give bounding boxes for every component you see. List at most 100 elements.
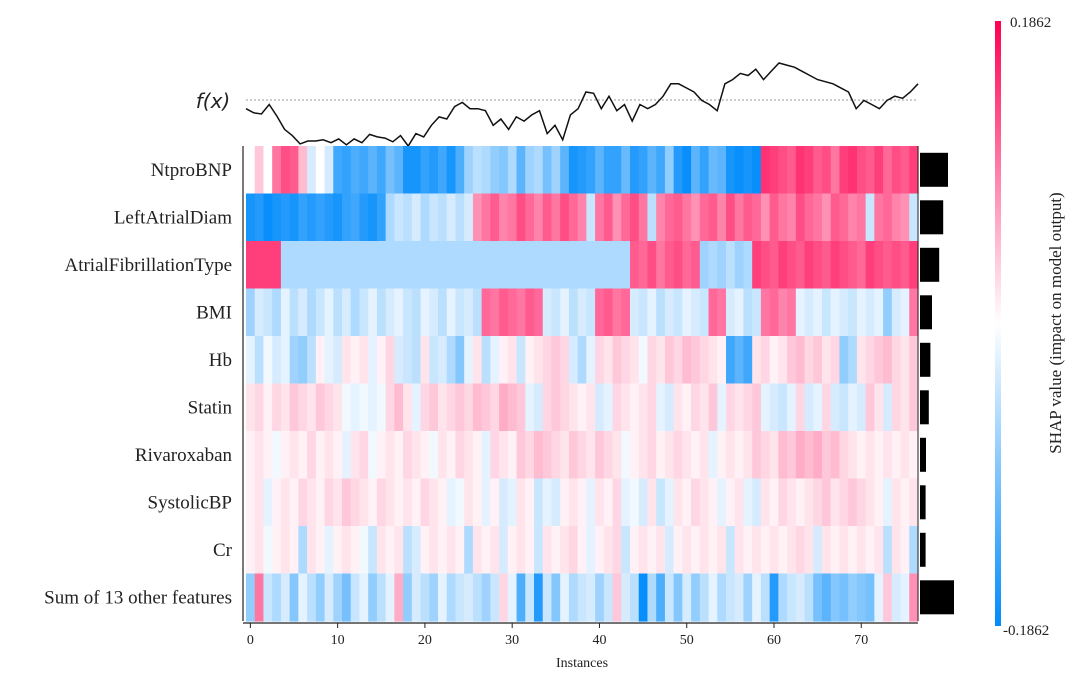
heatmap-cell	[909, 336, 919, 385]
heatmap-cell	[307, 478, 317, 527]
heatmap-cell	[246, 431, 256, 480]
heatmap-cell	[647, 288, 657, 337]
heatmap-cell	[542, 431, 553, 480]
heatmap-cell	[280, 573, 291, 622]
heatmap-cell	[900, 478, 910, 527]
heatmap-cell	[560, 146, 570, 195]
heatmap-cell	[909, 526, 919, 575]
heatmap-cell	[691, 241, 701, 290]
heatmap-cell	[490, 336, 500, 385]
heatmap-cell	[795, 383, 806, 432]
heatmap-cell	[534, 383, 544, 432]
heatmap-cell	[368, 431, 378, 480]
heatmap-cell	[254, 288, 265, 337]
heatmap-cell	[760, 431, 771, 480]
heatmap-cell	[621, 478, 631, 527]
heatmap-cell	[708, 241, 718, 290]
heatmap-cell	[568, 241, 579, 290]
heatmap-cell	[464, 193, 474, 242]
heatmap-cell	[874, 383, 884, 432]
heatmap-cell	[734, 383, 745, 432]
heatmap-cell	[307, 336, 317, 385]
heatmap-cell	[324, 336, 334, 385]
heatmap-cell	[743, 146, 753, 195]
heatmap-cell	[708, 193, 718, 242]
heatmap-cell	[839, 336, 849, 385]
heatmap-cell	[856, 526, 867, 575]
importance-bar	[920, 152, 948, 187]
heatmap-cell	[909, 573, 919, 622]
heatmap-cell	[490, 431, 500, 480]
heatmap-cell	[717, 526, 727, 575]
heatmap-cell	[743, 431, 753, 480]
heatmap-cell	[246, 146, 256, 195]
heatmap-cell	[490, 526, 500, 575]
heatmap-cell	[865, 526, 875, 575]
heatmap-cell	[603, 193, 614, 242]
heatmap-cell	[324, 573, 334, 622]
heatmap-cell	[429, 383, 439, 432]
fx-label: f(x)	[196, 89, 230, 113]
heatmap-cell	[307, 526, 317, 575]
heatmap-cell	[394, 573, 404, 622]
heatmap-cell	[446, 146, 457, 195]
x-tick-label: 60	[767, 633, 781, 648]
heatmap-cell	[865, 193, 875, 242]
heatmap-cell	[699, 193, 710, 242]
heatmap-cell	[342, 573, 352, 622]
heatmap-cell	[769, 146, 779, 195]
heatmap-cell	[612, 193, 622, 242]
heatmap-cell	[787, 431, 797, 480]
heatmap-cell	[481, 146, 491, 195]
heatmap-cell	[586, 336, 596, 385]
heatmap-cell	[464, 526, 474, 575]
heatmap-cell	[795, 193, 806, 242]
heatmap-cell	[525, 193, 535, 242]
heatmap-cell	[691, 288, 701, 337]
feature-label: SystolicBP	[148, 492, 232, 513]
heatmap-cell	[394, 431, 404, 480]
heatmap-cell	[385, 288, 395, 337]
heatmap-cell	[673, 288, 683, 337]
heatmap-cell	[368, 241, 378, 290]
heatmap-cell	[534, 146, 544, 195]
heatmap-cell	[272, 573, 282, 622]
heatmap-cell	[280, 478, 291, 527]
heatmap-cell	[507, 241, 518, 290]
heatmap-cell	[752, 193, 762, 242]
heatmap-cell	[848, 241, 858, 290]
heatmap-cell	[368, 526, 378, 575]
heatmap-cell	[586, 478, 596, 527]
heatmap-cell	[298, 526, 308, 575]
x-axis-label: Instances	[556, 656, 608, 671]
heatmap-cell	[577, 146, 587, 195]
heatmap-cell	[307, 573, 317, 622]
heatmap-cell	[490, 383, 500, 432]
heatmap-cell	[568, 146, 579, 195]
heatmap-cell	[342, 431, 352, 480]
heatmap-cell	[254, 573, 265, 622]
heatmap-cell	[848, 193, 858, 242]
heatmap-cell	[359, 193, 369, 242]
heatmap-cell	[438, 146, 448, 195]
heatmap-cell	[481, 241, 491, 290]
heatmap-cell	[376, 431, 387, 480]
heatmap-cell	[630, 288, 640, 337]
heatmap-cell	[438, 193, 448, 242]
heatmap-cell	[778, 573, 788, 622]
heatmap-cell	[429, 526, 439, 575]
x-tick-label: 40	[592, 633, 606, 648]
heatmap-cell	[272, 526, 282, 575]
heatmap-cell	[612, 241, 622, 290]
heatmap-cell	[848, 383, 858, 432]
heatmap-cell	[455, 336, 465, 385]
heatmap-cell	[909, 288, 919, 337]
heatmap-cell	[769, 336, 779, 385]
heatmap-cell	[804, 288, 814, 337]
heatmap-cell	[638, 526, 649, 575]
heatmap-cell	[507, 526, 518, 575]
heatmap-cell	[682, 478, 692, 527]
heatmap-cell	[455, 193, 465, 242]
heatmap-cell	[481, 526, 491, 575]
heatmap-cell	[246, 241, 256, 290]
